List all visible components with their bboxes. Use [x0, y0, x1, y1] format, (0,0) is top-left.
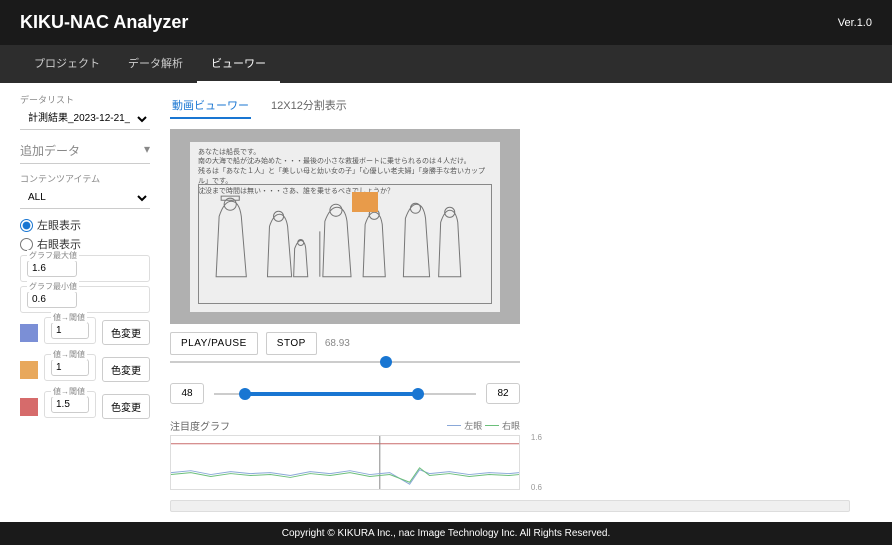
version-label: Ver.1.0	[838, 17, 872, 29]
datalist-select[interactable]: 計測結果_2023-12-21_1...	[20, 108, 150, 130]
tab-analysis[interactable]: データ解析	[114, 45, 197, 83]
datalist-label: データリスト	[20, 93, 150, 106]
video-viewport: あなたは船長です。 南の大海で船が沈み始めた・・・最後の小さな救援ボートに乗せら…	[170, 129, 520, 324]
graph-min-label: グラフ最小値	[27, 281, 79, 292]
graph-ymin: 0.6	[531, 483, 542, 492]
play-pause-button[interactable]: PLAY/PAUSE	[170, 332, 258, 355]
threshold3-color-button[interactable]: 色変更	[102, 394, 150, 419]
left-eye-label: 左眼表示	[37, 217, 81, 233]
threshold2-input[interactable]	[51, 359, 89, 376]
range-end-input[interactable]	[486, 383, 520, 404]
threshold3-swatch[interactable]	[20, 398, 38, 416]
attention-graph	[170, 435, 520, 490]
main-tabs: プロジェクト データ解析 ビューワー	[0, 45, 892, 83]
graph-max-input[interactable]	[27, 260, 77, 277]
sidebar: データリスト 計測結果_2023-12-21_1... 追加データ ▾ コンテン…	[20, 93, 150, 512]
sub-tabs: 動画ビューワー 12X12分割表示	[170, 93, 872, 119]
graph-title: 注目度グラフ	[170, 418, 230, 433]
threshold2-swatch[interactable]	[20, 361, 38, 379]
copyright-text: Copyright © KIKURA Inc., nac Image Techn…	[282, 528, 610, 539]
range-slider[interactable]	[214, 387, 476, 401]
current-time-label: 68.93	[325, 338, 350, 349]
scene-border	[198, 184, 492, 304]
silhouettes	[199, 185, 491, 303]
range-start-input[interactable]	[170, 383, 204, 404]
subtab-video[interactable]: 動画ビューワー	[170, 93, 251, 119]
horizontal-scrollbar[interactable]	[170, 500, 850, 512]
content-item-label: コンテンツアイテム	[20, 172, 150, 185]
add-data-button[interactable]: 追加データ ▾	[20, 138, 150, 164]
content-area: 動画ビューワー 12X12分割表示 あなたは船長です。 南の大海で船が沈み始めた…	[170, 93, 872, 512]
left-eye-radio[interactable]	[20, 219, 33, 232]
threshold3-input[interactable]	[51, 396, 89, 413]
threshold1-swatch[interactable]	[20, 324, 38, 342]
threshold1-input[interactable]	[51, 322, 89, 339]
graph-ymax: 1.6	[531, 433, 542, 442]
footer: Copyright © KIKURA Inc., nac Image Techn…	[0, 522, 892, 545]
right-eye-radio[interactable]	[20, 238, 33, 251]
gaze-highlight	[352, 192, 378, 212]
app-header: KIKU-NAC Analyzer Ver.1.0	[0, 0, 892, 45]
threshold1-color-button[interactable]: 色変更	[102, 320, 150, 345]
scene-frame: あなたは船長です。 南の大海で船が沈み始めた・・・最後の小さな救援ボートに乗せら…	[190, 142, 500, 312]
tab-viewer[interactable]: ビューワー	[197, 45, 280, 83]
graph-max-label: グラフ最大値	[27, 250, 79, 261]
tab-project[interactable]: プロジェクト	[20, 45, 114, 83]
playhead-slider[interactable]	[170, 355, 520, 369]
graph-legend: 左眼 右眼	[447, 418, 520, 433]
stop-button[interactable]: STOP	[266, 332, 317, 355]
subtab-grid[interactable]: 12X12分割表示	[269, 93, 349, 119]
threshold2-color-button[interactable]: 色変更	[102, 357, 150, 382]
chevron-down-icon: ▾	[144, 142, 150, 159]
graph-min-input[interactable]	[27, 291, 77, 308]
content-item-select[interactable]: ALL	[20, 187, 150, 209]
app-title: KIKU-NAC Analyzer	[20, 12, 188, 33]
